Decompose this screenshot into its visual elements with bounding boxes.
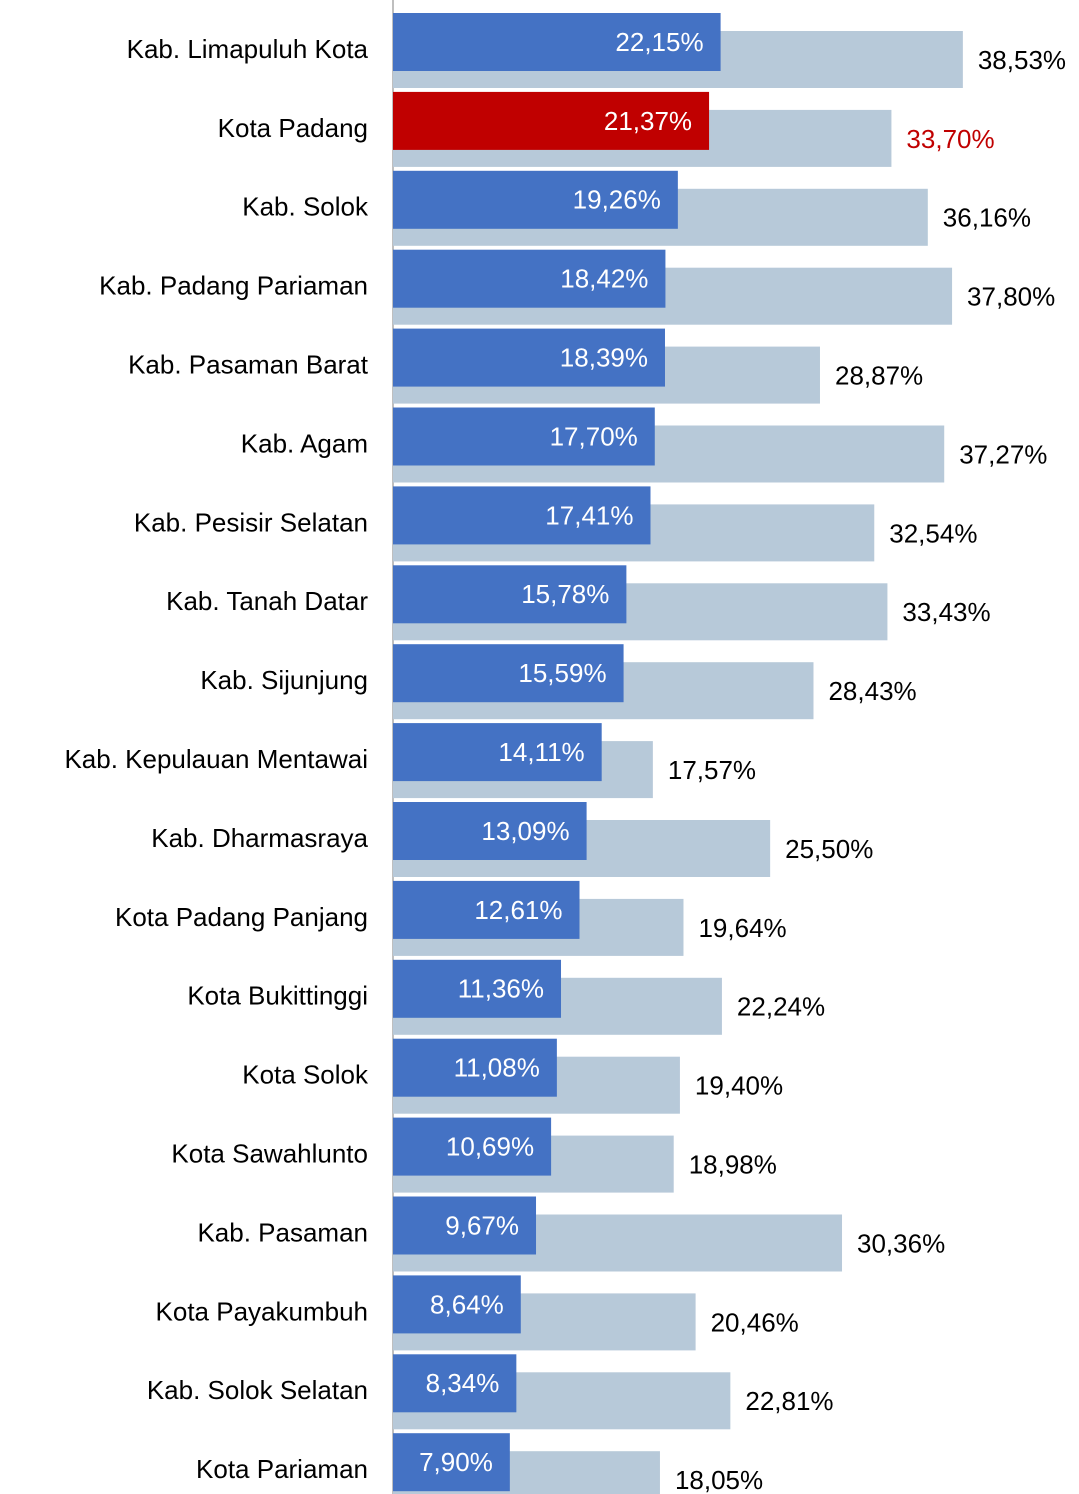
bar-value [393,1433,510,1492]
bar-value [393,802,587,860]
category-label: Kab. Pasaman Barat [128,349,369,379]
bar-value [393,1196,537,1255]
category-label: Kota Sawahlunto [171,1138,368,1168]
category-label: Kab. Sijunjung [200,665,368,695]
bar-value [393,1038,557,1097]
bar-value [393,13,721,71]
value-label-total: 32,54% [889,518,977,548]
value-label: 13,09% [481,816,569,846]
value-label-total: 28,87% [835,360,923,390]
value-label: 17,70% [550,421,638,451]
value-label: 15,78% [521,579,609,609]
bar-value [393,644,624,703]
value-label-total: 36,16% [943,203,1031,233]
value-label-total: 33,43% [902,597,990,627]
category-label: Kab. Kepulauan Mentawai [64,744,368,774]
value-label-total: 37,80% [967,282,1055,312]
category-label: Kota Solok [242,1060,369,1090]
bar-value [393,1354,517,1413]
value-label-total: 18,98% [689,1149,777,1179]
value-label: 22,15% [615,27,703,57]
bar-value [393,723,602,782]
value-label-total: 38,53% [978,45,1066,75]
bar-value [393,249,666,308]
category-label: Kota Padang [218,113,368,143]
category-label: Kota Pariaman [196,1454,368,1484]
category-label: Kab. Dharmasraya [151,823,368,853]
value-label: 21,37% [604,106,692,136]
value-label: 15,59% [518,658,606,688]
value-label: 11,36% [458,974,544,1004]
value-label-total: 30,36% [857,1228,945,1258]
category-label: Kab. Padang Pariaman [99,271,368,301]
bar-value [393,880,580,939]
category-label: Kab. Pesisir Selatan [134,507,368,537]
category-label: Kota Bukittinggi [187,981,368,1011]
value-label-total: 22,81% [745,1386,833,1416]
value-label: 14,11% [498,737,584,767]
category-label: Kab. Solok Selatan [147,1375,368,1405]
value-label-total: 20,46% [711,1307,799,1337]
value-label: 17,41% [545,500,633,530]
category-label: Kota Padang Panjang [115,902,368,932]
value-label: 8,64% [430,1289,504,1319]
value-label: 8,34% [426,1368,500,1398]
bar-value [393,407,655,466]
value-label-total: 28,43% [828,676,916,706]
bar-value [393,1117,552,1176]
category-label: Kab. Agam [241,428,368,458]
value-label-total: 33,70% [906,124,994,154]
value-label: 9,67% [445,1210,519,1240]
category-label: Kab. Limapuluh Kota [127,34,369,64]
value-label: 10,69% [446,1131,534,1161]
bar-value [393,565,627,624]
value-label-total: 37,27% [959,439,1047,469]
value-label: 18,39% [560,342,648,372]
value-label: 19,26% [573,185,661,215]
value-label: 18,42% [560,264,648,294]
bar-value [393,1275,521,1334]
category-label: Kota Payakumbuh [156,1296,368,1326]
value-label-total: 25,50% [785,834,873,864]
value-label-total: 18,05% [675,1465,763,1494]
value-label: 12,61% [474,895,562,925]
bar-value [393,328,665,387]
category-label: Kab. Solok [242,192,369,222]
bar-value [393,959,562,1018]
value-label: 11,08% [454,1053,540,1083]
value-label-total: 17,57% [668,755,756,785]
bar-value [393,486,651,545]
category-label: Kab. Pasaman [197,1217,368,1247]
value-label: 7,90% [419,1447,493,1477]
value-label-total: 19,64% [698,913,786,943]
bar-value [393,91,710,150]
value-label-total: 19,40% [695,1071,783,1101]
category-label: Kab. Tanah Datar [166,586,368,616]
bar-value [393,170,678,229]
value-label-total: 22,24% [737,992,825,1022]
